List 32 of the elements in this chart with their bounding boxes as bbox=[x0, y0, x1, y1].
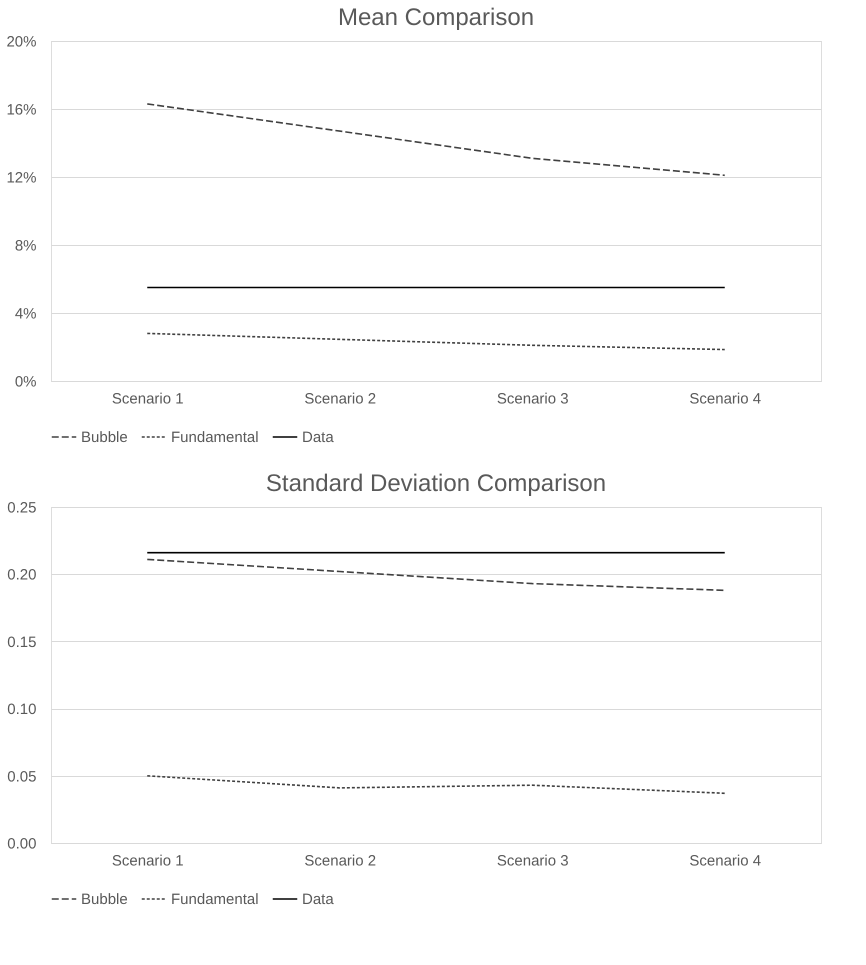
chart-title: Standard Deviation Comparison bbox=[266, 470, 606, 497]
y-tick-label: 16% bbox=[6, 102, 36, 118]
legend-label: Bubble bbox=[81, 429, 128, 446]
x-tick-label: Scenario 2 bbox=[304, 852, 376, 870]
line-series bbox=[146, 332, 726, 350]
x-tick-label: Scenario 2 bbox=[304, 390, 376, 408]
y-tick-label: 4% bbox=[14, 306, 36, 322]
legend-label: Data bbox=[302, 891, 334, 908]
x-tick-label: Scenario 4 bbox=[689, 852, 762, 870]
y-tick-label: 0.20 bbox=[7, 566, 36, 584]
x-tick-label: Scenario 1 bbox=[112, 852, 184, 870]
legend-label: Fundamental bbox=[171, 429, 259, 446]
y-tick-label: 0.05 bbox=[7, 768, 36, 786]
y-tick-label: 0.15 bbox=[7, 634, 36, 651]
x-tick-label: Scenario 1 bbox=[112, 390, 184, 408]
y-tick-label: 0.25 bbox=[7, 500, 36, 516]
y-tick-label: 0.00 bbox=[7, 836, 36, 852]
x-tick-label: Scenario 3 bbox=[496, 852, 569, 870]
y-tick-label: 20% bbox=[6, 34, 36, 50]
legend-label: Bubble bbox=[81, 891, 128, 908]
y-tick-label: 8% bbox=[14, 238, 36, 254]
x-tick-label: Scenario 4 bbox=[689, 390, 762, 408]
y-tick-label: 0.10 bbox=[7, 701, 36, 718]
y-tick-label: 12% bbox=[6, 170, 36, 186]
legend-label: Data bbox=[302, 429, 334, 446]
line-series bbox=[146, 558, 726, 592]
x-tick-label: Scenario 3 bbox=[496, 390, 569, 408]
chart-title: Mean Comparison bbox=[338, 4, 534, 31]
y-tick-label: 0% bbox=[14, 374, 36, 390]
line-series bbox=[146, 775, 726, 794]
line-series bbox=[146, 103, 726, 176]
legend-label: Fundamental bbox=[171, 891, 259, 908]
